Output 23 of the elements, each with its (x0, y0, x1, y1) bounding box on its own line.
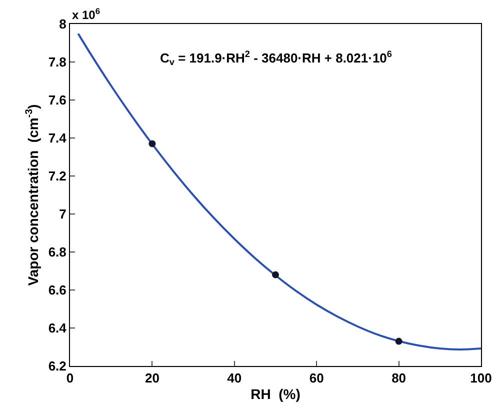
y-tick-label: 6.8 (48, 244, 66, 260)
y-tick-label: 6.2 (48, 358, 66, 374)
x-tick-label: 0 (66, 370, 74, 386)
annotation: C$_{v}$ = 191.9·RH$^{2}$ - 36480·RH + 8.021·10$^{6}$ (160, 49, 392, 68)
x-tick-label: 80 (392, 370, 406, 386)
text: x 10$^{6}$ (72, 6, 100, 22)
point (395, 338, 402, 345)
line-series (77, 32, 481, 350)
x-tick-label: 60 (309, 370, 324, 386)
x-axis-title: RH (%) (250, 386, 300, 402)
x-tick-label: 40 (227, 370, 242, 386)
x-tick-label: 20 (144, 370, 160, 386)
y-tick-label: 6.6 (48, 282, 66, 298)
y-tick-label: 7.8 (48, 54, 66, 70)
x-tick-label: 100 (470, 370, 492, 386)
point (148, 140, 156, 148)
y-tick-label: 8 (59, 16, 66, 32)
y-tick-label: 7 (59, 206, 66, 222)
y-tick-label: 7.2 (48, 168, 66, 184)
y-tick-label: 7.6 (48, 92, 66, 108)
point (272, 271, 279, 278)
y-tick-label: 7.4 (48, 130, 68, 146)
y-tick-label: 6.4 (48, 320, 68, 336)
